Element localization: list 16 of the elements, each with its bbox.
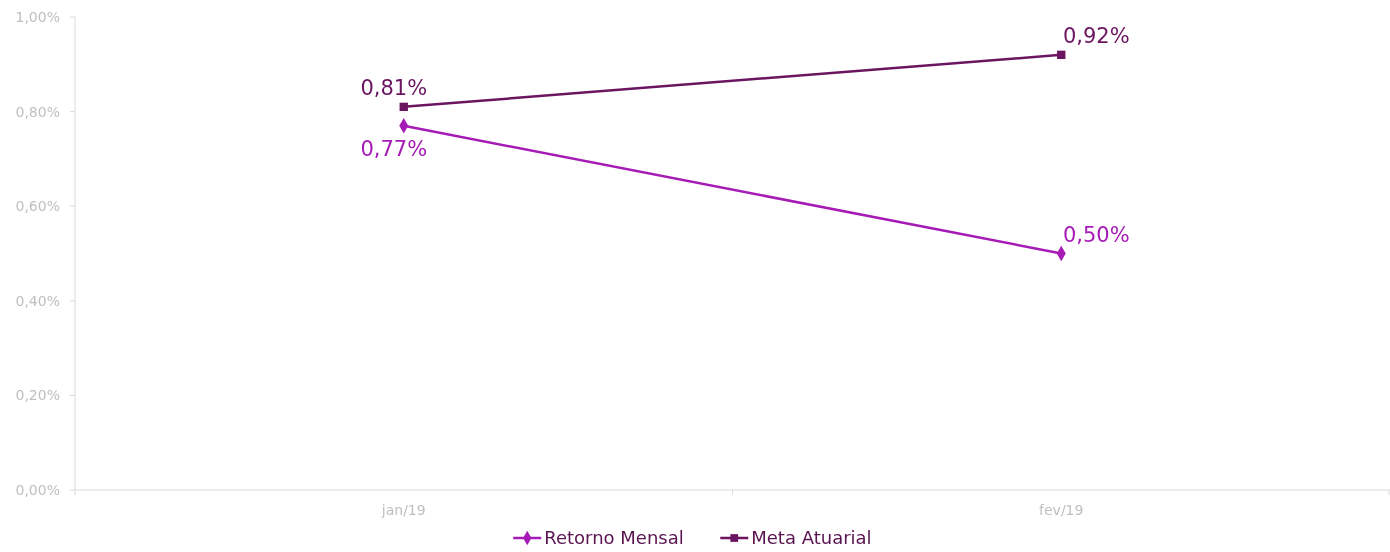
x-tick-label: jan/19 xyxy=(380,502,426,518)
y-tick-label: 0,00% xyxy=(15,481,60,498)
point xyxy=(1057,50,1066,60)
y-tick-label: 1,00% xyxy=(15,8,60,25)
legend-label: Retorno Mensal xyxy=(544,527,684,548)
x-tick-label: fev/19 xyxy=(1039,502,1084,518)
y-tick-label: 0,60% xyxy=(15,198,60,215)
legend-label: Meta Atuarial xyxy=(751,527,872,548)
y-tick-label: 0,40% xyxy=(15,292,60,309)
data-label: 0,92% xyxy=(1062,23,1130,48)
point xyxy=(399,102,408,112)
data-label: 0,50% xyxy=(1062,222,1130,247)
data-label: 0,81% xyxy=(360,75,428,100)
y-tick-label: 0,80% xyxy=(15,103,60,120)
data-label: 0,77% xyxy=(360,136,428,161)
y-tick-label: 0,20% xyxy=(15,387,60,404)
